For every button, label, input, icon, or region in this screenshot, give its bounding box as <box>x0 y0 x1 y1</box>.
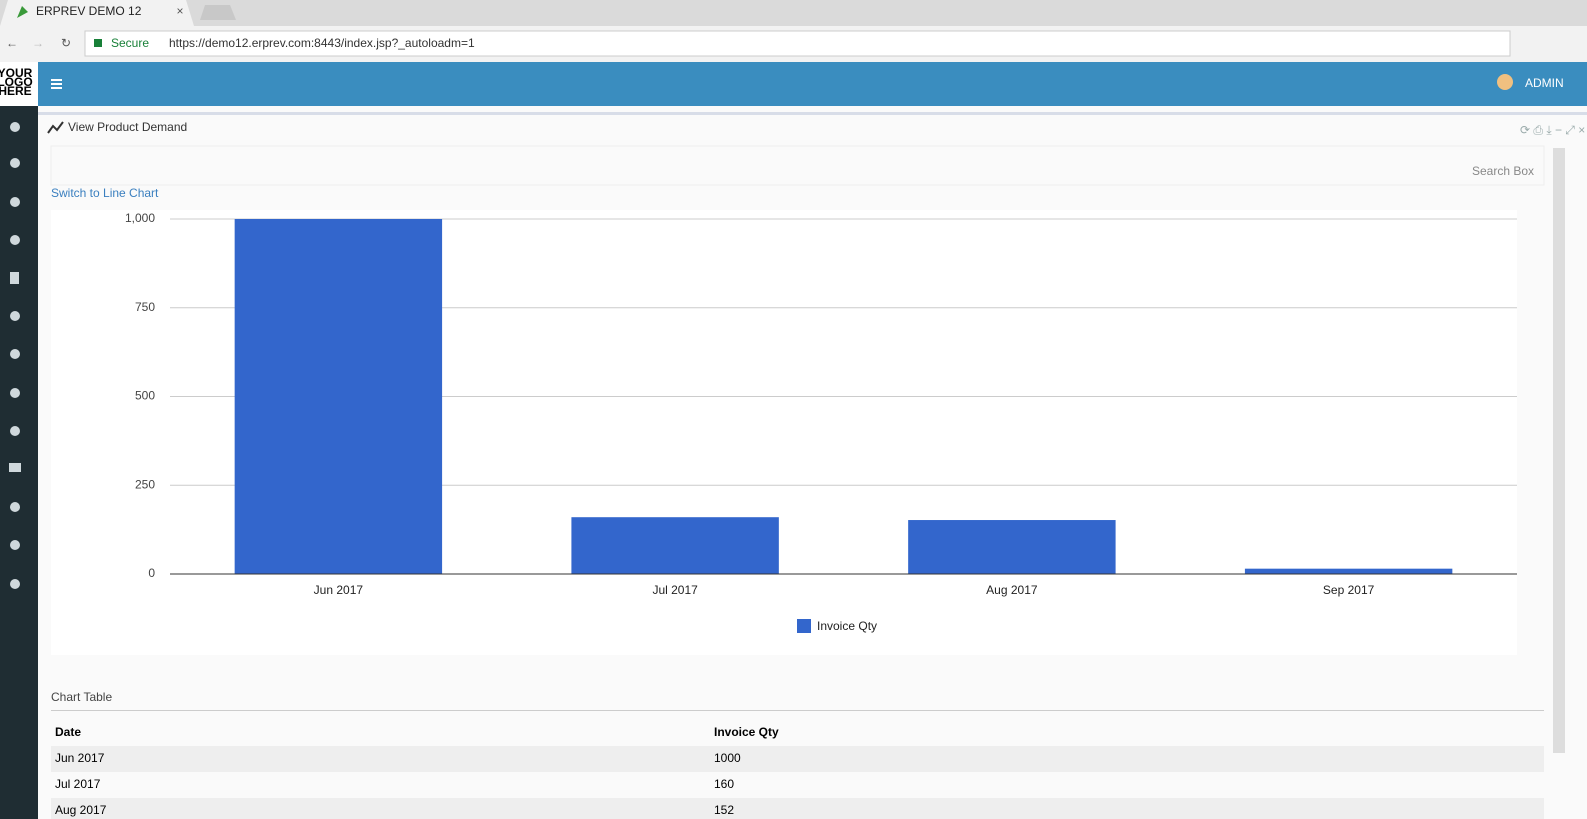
tab-title: ERPREV DEMO 12 <box>36 4 142 18</box>
table-cell: 1000 <box>714 751 741 765</box>
forward-button[interactable]: → <box>32 36 44 50</box>
reload-button[interactable]: ↻ <box>61 36 71 50</box>
table-cell: 152 <box>714 803 734 817</box>
logo-line: LOGO <box>0 75 33 89</box>
logo-line: YOUR <box>0 66 33 80</box>
logo-box <box>0 62 38 106</box>
app-header <box>38 62 1587 106</box>
panel-tools[interactable]: ⟳ ⎙ ⤓ − ⤢ × <box>1520 123 1585 137</box>
y-tick-label: 250 <box>135 477 155 491</box>
tab-close[interactable]: × <box>176 4 183 18</box>
y-tick-label: 750 <box>135 300 155 314</box>
table-body: Jun 2017 1000 Jul 2017 160 Aug 2017 152 <box>51 746 1544 819</box>
x-tick-label: Aug 2017 <box>986 583 1038 597</box>
secure-label: Secure <box>111 36 149 50</box>
table-title: Chart Table <box>51 690 112 704</box>
table-cell: 160 <box>714 777 734 791</box>
bar <box>234 219 443 574</box>
panel-border <box>38 112 1587 115</box>
avatar <box>1497 74 1513 90</box>
row-stripe <box>51 798 1544 819</box>
y-tick-label: 500 <box>135 389 155 403</box>
url: https://demo12.erprev.com:8443/index.jsp… <box>169 36 475 50</box>
user-name[interactable]: ADMIN <box>1525 76 1564 90</box>
y-tick-label: 0 <box>148 566 155 580</box>
panel-title: View Product Demand <box>68 120 187 134</box>
table-rule <box>51 710 1544 711</box>
search-bar <box>50 145 1545 186</box>
bar <box>571 517 779 574</box>
legend-label: Invoice Qty <box>817 619 877 633</box>
row-stripe <box>51 746 1544 772</box>
new-tab[interactable] <box>200 5 236 20</box>
table-header: Date <box>55 725 81 739</box>
address-bar[interactable] <box>84 30 1511 57</box>
table-cell: Aug 2017 <box>55 803 107 817</box>
favicon <box>17 6 28 18</box>
sidebar <box>0 62 38 819</box>
back-button[interactable]: ← <box>6 36 18 50</box>
sidebar-icons[interactable] <box>9 122 21 589</box>
table-header: Invoice Qty <box>714 725 779 739</box>
table-cell: Jun 2017 <box>55 751 105 765</box>
x-tick-label: Jul 2017 <box>652 583 698 597</box>
x-tick-label: Jun 2017 <box>314 583 364 597</box>
scrollbar[interactable] <box>1553 148 1565 753</box>
y-tick-label: 1,000 <box>125 211 155 225</box>
table-cell: Jul 2017 <box>55 777 101 791</box>
bar <box>1244 568 1453 574</box>
tab[interactable] <box>0 0 194 26</box>
legend-swatch <box>797 619 811 633</box>
logo-line: HERE <box>0 84 32 98</box>
tab-strip <box>0 0 1587 26</box>
menu-toggle[interactable] <box>51 79 62 89</box>
chart-icon <box>47 121 64 134</box>
lock-icon <box>94 39 102 47</box>
chart: 0 250 500 750 1,000 Jun 2017 Jul 2017 Aug 2017 S… <box>125 211 1517 633</box>
search-box-toggle[interactable]: Search Box <box>1472 164 1534 178</box>
bar <box>908 520 1116 574</box>
switch-chart-link[interactable]: Switch to Line Chart <box>51 186 159 200</box>
x-tick-label: Sep 2017 <box>1323 583 1375 597</box>
